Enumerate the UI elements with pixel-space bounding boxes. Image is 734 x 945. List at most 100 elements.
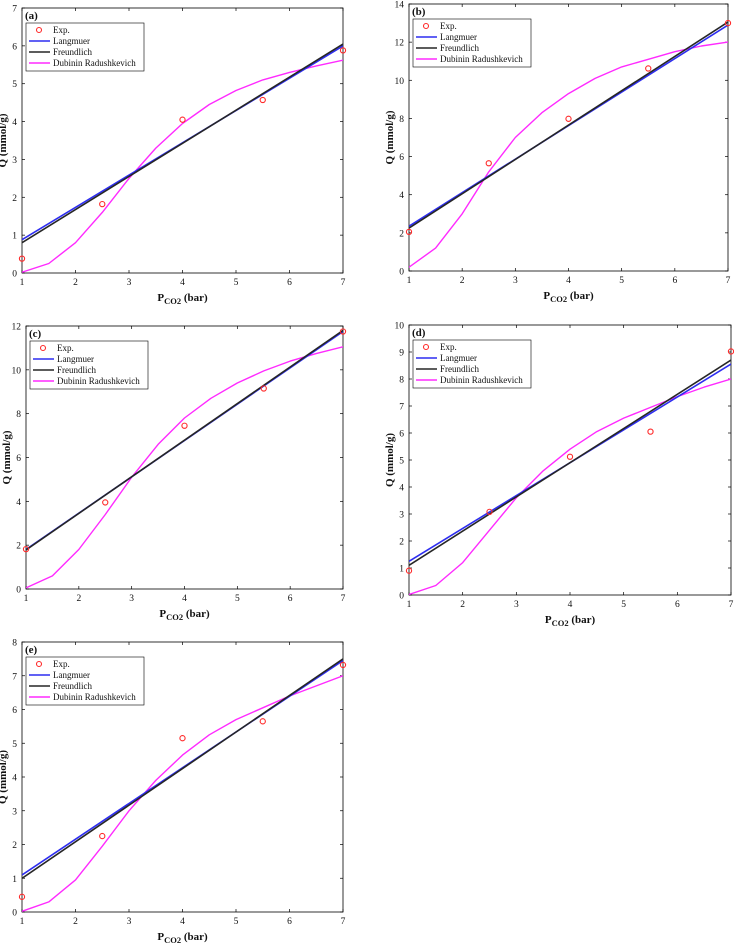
y-tick-label: 6 [399,430,404,440]
y-tick-label: 3 [399,511,404,521]
y-tick-label: 8 [399,115,404,125]
freundlich-line [409,21,728,229]
x-tick-label: 1 [20,917,25,927]
legend-entry: Langmuer [53,670,90,680]
x-tick-label: 6 [287,278,292,288]
x-tick-label: 5 [235,594,240,604]
legend-entry: Exp. [57,343,74,353]
legend-entry: Exp. [53,659,70,669]
legend-marker [35,660,43,668]
y-tick-label: 4 [12,118,17,128]
freundlich-line [26,329,343,551]
legend-entry: Langmuer [57,354,94,364]
y-tick-label: 7 [12,5,17,15]
exp-data-point [647,428,654,435]
legend-entry: Dubinin Radushkevich [53,692,136,702]
y-tick-label: 0 [399,592,404,602]
y-axis-label: Q (mmol/g) [0,750,9,804]
x-tick-label: 3 [129,594,134,604]
y-tick-label: 2 [12,841,17,851]
x-tick-label: 6 [288,594,293,604]
x-tick-label: 5 [619,276,624,286]
panel-label: (c) [29,328,42,340]
exp-data-point [18,893,26,900]
legend-entry: Dubinin Radushkevich [440,54,523,64]
legend-marker [39,344,47,352]
exp-data-point [339,47,347,54]
x-tick-label: 3 [127,917,132,927]
exp-data-point [405,228,413,236]
y-tick-label: 6 [12,42,17,52]
x-tick-label: 7 [729,600,734,610]
x-axis-label: PCO2 (bar) [157,292,208,306]
exp-data-point [259,718,266,725]
exp-data-point [724,19,732,27]
x-tick-label: 6 [675,600,680,610]
plot-area [409,359,731,595]
y-axis-label: Q (mmol/g) [384,433,396,487]
dubinin-radushkevich-curve [22,59,343,273]
y-tick-label: 3 [12,807,17,817]
y-axis-label: Q (mmol/g) [1,430,13,484]
exp-data-point [102,499,109,506]
legend-entry: Freundlich [53,681,92,691]
dubinin-radushkevich-curve [409,41,728,268]
exp-data-point [339,328,347,335]
y-tick-label: 8 [399,376,404,386]
x-tick-label: 5 [234,917,239,927]
y-tick-label: 2 [399,229,404,239]
y-tick-label: 1 [12,232,17,242]
freundlich-line [22,43,343,244]
legend-entry: Exp. [53,25,70,35]
legend-entry: Dubinin Radushkevich [440,375,523,385]
x-tick-label: 3 [127,278,132,288]
legend-entry: Langmuer [440,353,477,363]
legend-entry: Langmuer [53,36,90,46]
x-tick-label: 2 [73,278,78,288]
y-tick-label: 2 [399,538,404,548]
x-tick-label: 7 [341,917,346,927]
panel-label: (e) [25,644,38,656]
y-tick-label: 4 [399,484,404,494]
x-tick-label: 1 [20,278,25,288]
plot-area [22,658,343,912]
y-tick-label: 5 [12,80,17,90]
exp-data-point [18,255,26,262]
x-tick-label: 7 [341,594,346,604]
y-tick-label: 10 [12,366,22,376]
y-tick-label: 14 [395,1,405,11]
x-tick-label: 5 [234,278,239,288]
plot-area [409,21,728,268]
x-axis-label: PCO2 (bar) [159,608,210,622]
legend-entry: Exp. [440,21,457,31]
freundlich-line [22,658,343,879]
y-axis-label: Q (mmol/g) [384,110,396,164]
exp-data-point [645,65,652,72]
legend-entry: Freundlich [57,365,96,375]
y-tick-label: 0 [399,268,404,278]
y-tick-label: 4 [16,498,21,508]
legend-entry: Exp. [440,342,457,352]
y-tick-label: 5 [399,457,404,467]
y-tick-label: 12 [12,323,22,333]
x-tick-label: 4 [180,917,185,927]
y-tick-label: 0 [12,270,17,280]
legend-entry: Dubinin Radushkevich [53,58,136,68]
x-tick-label: 3 [514,600,519,610]
y-tick-label: 6 [16,454,21,464]
exp-data-point [339,661,347,669]
x-tick-label: 4 [568,600,573,610]
y-tick-label: 10 [395,322,405,332]
y-tick-label: 5 [12,740,17,750]
exp-data-point [181,422,188,429]
exp-data-point [99,832,106,840]
y-tick-label: 2 [16,542,21,552]
exp-data-point [99,200,106,208]
x-tick-label: 7 [726,276,731,286]
legend-entry: Langmuer [440,32,477,42]
x-tick-label: 1 [407,600,412,610]
x-tick-label: 2 [76,594,81,604]
